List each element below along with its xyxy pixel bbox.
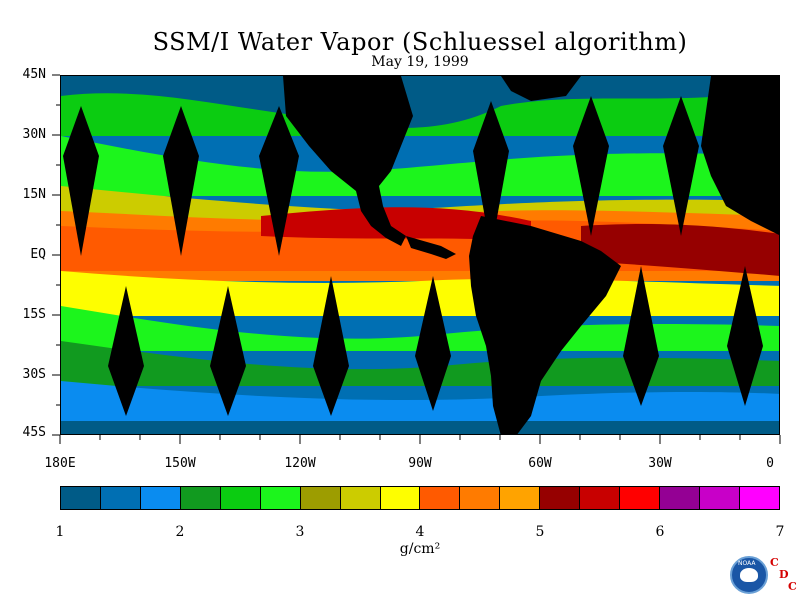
lon-label-0: 0 (766, 456, 774, 471)
lat-label-15n: 15N (22, 187, 46, 202)
colorbar-label-5: 5 (535, 524, 545, 540)
noaa-logo-text: NOAA (738, 560, 756, 567)
lon-label-30w: 30W (648, 456, 672, 471)
colorbar-label-7: 7 (775, 524, 785, 540)
colorbar-cell-14 (620, 487, 661, 509)
colorbar-cell-3 (180, 487, 221, 509)
lat-label-15s: 15S (22, 307, 46, 322)
colorbar-cell-10 (460, 487, 501, 509)
colorbar-cell-0 (61, 487, 101, 509)
colorbar-label-4: 4 (415, 524, 425, 540)
lat-label-30n: 30N (22, 127, 46, 142)
lat-label-30s: 30S (22, 367, 46, 382)
colorbar-cell-15 (660, 487, 700, 509)
colorbar-cell-6 (300, 487, 341, 509)
colorbar-cell-2 (140, 487, 181, 509)
colorbar-cell-1 (100, 487, 141, 509)
lon-label-150w: 150W (164, 456, 196, 471)
colorbar-cell-17 (739, 487, 779, 509)
noaa-bird-icon (740, 568, 758, 582)
colorbar-cell-16 (700, 487, 740, 509)
lat-label-45s: 45S (22, 425, 46, 440)
color-scale-bar (60, 486, 780, 510)
colorbar-label-3: 3 (295, 524, 305, 540)
cdc-letter-c2: C (788, 580, 797, 593)
colorbar-cell-11 (500, 487, 541, 509)
colorbar-label-1: 1 (55, 524, 65, 540)
colorbar-cell-13 (580, 487, 621, 509)
colorbar-label-2: 2 (175, 524, 185, 540)
water-vapor-map (60, 75, 780, 435)
lon-label-120w: 120W (284, 456, 316, 471)
colorbar-label-6: 6 (655, 524, 665, 540)
chart-title: SSM/I Water Vapor (Schluessel algorithm) (152, 28, 688, 56)
lat-label-45n: 45N (22, 67, 46, 82)
lat-label-eq: EQ (30, 247, 46, 262)
colorbar-cell-7 (340, 487, 381, 509)
lon-label-60w: 60W (528, 456, 552, 471)
lon-label-180e: 180E (44, 456, 76, 471)
colorbar-cell-4 (220, 487, 261, 509)
lon-label-90w: 90W (408, 456, 432, 471)
colorbar-cell-9 (420, 487, 461, 509)
chart-date: May 19, 1999 (371, 54, 469, 70)
cdc-letter-c1: C (770, 556, 779, 569)
map-graphic (61, 76, 779, 434)
colorbar-cell-5 (260, 487, 301, 509)
colorbar-units: g/cm² (399, 541, 441, 557)
colorbar-cell-12 (540, 487, 581, 509)
noaa-logo: NOAA (730, 556, 768, 594)
cdc-letter-d: D (779, 568, 789, 581)
colorbar-cell-8 (380, 487, 421, 509)
